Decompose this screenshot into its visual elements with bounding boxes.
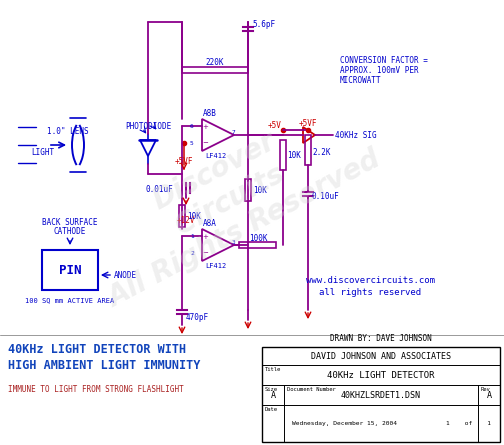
Bar (179, 205, 185, 227)
Text: 100K: 100K (249, 234, 267, 243)
Text: APPROX. 100mV PER: APPROX. 100mV PER (340, 65, 419, 74)
Text: 40KHZLSRDET1.DSN: 40KHZLSRDET1.DSN (341, 391, 421, 400)
Text: all rights reserved: all rights reserved (319, 287, 421, 296)
Text: 470pF: 470pF (186, 312, 209, 321)
Text: DAVID JOHNSON AND ASSOCIATES: DAVID JOHNSON AND ASSOCIATES (311, 352, 451, 360)
Text: www.discovercircuits.com: www.discovercircuits.com (305, 275, 434, 284)
Text: LF412: LF412 (205, 263, 227, 269)
Text: IMMUNE TO LIGHT FROM STRONG FLASHLIGHT: IMMUNE TO LIGHT FROM STRONG FLASHLIGHT (8, 385, 184, 394)
Text: +5VF: +5VF (299, 118, 317, 128)
Text: +12V: +12V (177, 216, 195, 225)
Text: A8B: A8B (203, 109, 217, 117)
Text: 7: 7 (232, 129, 236, 134)
Text: Discover
Circuits
All Rights Reserved: Discover Circuits All Rights Reserved (74, 88, 387, 312)
Text: +: + (202, 124, 208, 130)
Text: CATHODE: CATHODE (54, 227, 86, 235)
Text: 10K: 10K (287, 150, 301, 159)
Text: LIGHT: LIGHT (31, 147, 54, 157)
Text: PIN: PIN (59, 263, 81, 276)
Bar (42, 250, 98, 290)
Text: 1    of    1: 1 of 1 (446, 421, 490, 425)
Text: Size: Size (265, 387, 278, 392)
Text: BACK SURFACE: BACK SURFACE (42, 218, 98, 227)
Text: 1: 1 (190, 234, 194, 239)
Text: MICROWATT: MICROWATT (340, 76, 382, 85)
Text: 3: 3 (232, 239, 236, 244)
Text: 10K: 10K (253, 186, 267, 194)
Text: 2.2K: 2.2K (312, 147, 331, 157)
Text: LF412: LF412 (205, 153, 227, 159)
Bar (239, 242, 276, 248)
Text: 2: 2 (190, 251, 194, 255)
Text: Title: Title (265, 367, 281, 372)
Text: 6: 6 (190, 124, 194, 129)
Bar (280, 140, 286, 170)
Polygon shape (140, 140, 156, 156)
Text: +: + (202, 234, 208, 240)
Text: −: − (202, 140, 208, 146)
Bar (245, 179, 251, 201)
Text: 40KHz LIGHT DETECTOR WITH: 40KHz LIGHT DETECTOR WITH (8, 343, 186, 356)
Bar (182, 67, 248, 73)
Text: 5: 5 (190, 141, 194, 146)
Text: CONVERSION FACTOR =: CONVERSION FACTOR = (340, 56, 428, 65)
Text: Wednesday, December 15, 2004: Wednesday, December 15, 2004 (292, 421, 397, 425)
Text: ANODE: ANODE (114, 271, 137, 279)
Text: 5.6pF: 5.6pF (252, 20, 275, 28)
Text: Document Number: Document Number (287, 387, 336, 392)
Text: 40KHz LIGHT DETECTOR: 40KHz LIGHT DETECTOR (327, 371, 435, 380)
Text: 40KHz SIG: 40KHz SIG (335, 130, 376, 139)
Text: +5V: +5V (268, 121, 282, 129)
Text: Rev: Rev (481, 387, 491, 392)
Text: +5VF: +5VF (175, 157, 193, 166)
Bar (262, 347, 500, 442)
Text: PHOTODIODE: PHOTODIODE (125, 121, 171, 130)
Text: 1.0" LENS: 1.0" LENS (47, 126, 89, 135)
Text: A: A (271, 391, 276, 400)
Text: 0.01uF: 0.01uF (146, 185, 174, 194)
Bar (305, 135, 311, 165)
Text: A: A (486, 391, 491, 400)
Text: 0.10uF: 0.10uF (312, 191, 340, 201)
Text: Date: Date (265, 407, 278, 412)
Text: 220K: 220K (206, 57, 224, 66)
Text: A8A: A8A (203, 218, 217, 227)
Text: 100 SQ mm ACTIVE AREA: 100 SQ mm ACTIVE AREA (25, 297, 114, 303)
Text: DRAWN BY: DAVE JOHNSON: DRAWN BY: DAVE JOHNSON (330, 334, 432, 343)
Text: −: − (202, 250, 208, 256)
Text: 10K: 10K (187, 211, 201, 221)
Text: HIGH AMBIENT LIGHT IMMUNITY: HIGH AMBIENT LIGHT IMMUNITY (8, 359, 201, 372)
